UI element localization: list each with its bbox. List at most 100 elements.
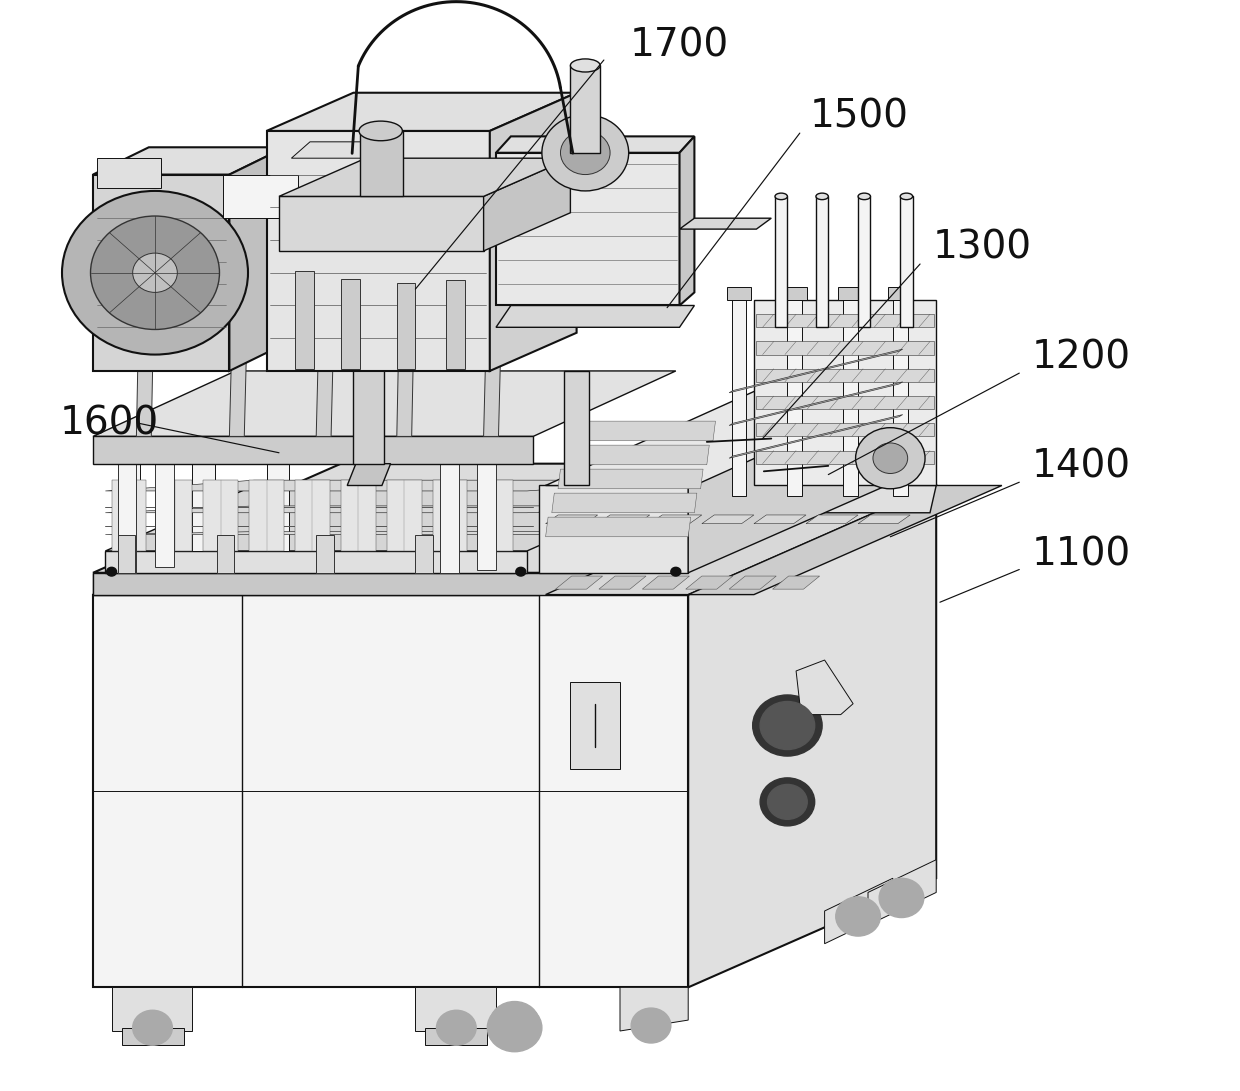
Polygon shape — [546, 485, 936, 595]
Polygon shape — [754, 515, 806, 524]
Circle shape — [487, 1004, 542, 1052]
Polygon shape — [316, 307, 334, 436]
Ellipse shape — [900, 193, 913, 200]
Text: 1700: 1700 — [630, 27, 729, 64]
Polygon shape — [496, 136, 694, 153]
Circle shape — [760, 702, 815, 750]
Polygon shape — [267, 464, 289, 551]
Polygon shape — [858, 515, 910, 524]
Polygon shape — [868, 860, 936, 925]
Polygon shape — [782, 287, 807, 300]
Polygon shape — [680, 218, 771, 229]
Polygon shape — [900, 196, 913, 327]
Polygon shape — [838, 287, 863, 300]
Polygon shape — [727, 287, 751, 300]
Polygon shape — [680, 136, 694, 305]
Polygon shape — [105, 485, 676, 551]
Polygon shape — [756, 423, 934, 436]
Polygon shape — [787, 300, 802, 496]
Polygon shape — [295, 480, 330, 551]
Polygon shape — [688, 376, 936, 573]
Polygon shape — [843, 300, 858, 496]
Circle shape — [542, 115, 629, 191]
Polygon shape — [279, 196, 484, 251]
Circle shape — [873, 443, 908, 473]
Polygon shape — [446, 284, 465, 369]
Polygon shape — [155, 425, 174, 567]
Polygon shape — [387, 480, 422, 551]
Circle shape — [436, 1010, 476, 1045]
Circle shape — [490, 1002, 539, 1045]
Polygon shape — [249, 480, 284, 551]
Polygon shape — [136, 336, 154, 436]
Polygon shape — [267, 131, 490, 371]
Polygon shape — [858, 196, 870, 327]
Polygon shape — [642, 576, 689, 589]
Polygon shape — [570, 421, 715, 441]
Polygon shape — [279, 158, 570, 196]
Polygon shape — [756, 396, 934, 409]
Polygon shape — [415, 535, 433, 573]
Circle shape — [856, 428, 925, 489]
Circle shape — [836, 897, 880, 936]
Text: 1400: 1400 — [1032, 448, 1131, 485]
Polygon shape — [732, 300, 746, 496]
Polygon shape — [93, 573, 539, 595]
Circle shape — [760, 778, 815, 826]
Polygon shape — [93, 175, 229, 371]
Polygon shape — [440, 431, 459, 573]
Text: 1500: 1500 — [810, 98, 909, 135]
Polygon shape — [229, 337, 247, 436]
Polygon shape — [484, 158, 570, 251]
Polygon shape — [539, 485, 688, 573]
Polygon shape — [285, 131, 515, 158]
Polygon shape — [217, 535, 234, 573]
Ellipse shape — [816, 193, 828, 200]
Circle shape — [62, 191, 248, 355]
Polygon shape — [754, 300, 936, 485]
Circle shape — [160, 577, 175, 590]
Text: 1100: 1100 — [1032, 536, 1131, 573]
Polygon shape — [477, 428, 496, 570]
Polygon shape — [546, 515, 598, 524]
Circle shape — [560, 131, 610, 175]
Circle shape — [631, 1008, 671, 1043]
Polygon shape — [620, 987, 688, 1031]
Polygon shape — [650, 515, 702, 524]
Polygon shape — [353, 284, 384, 464]
Text: 1300: 1300 — [932, 229, 1032, 266]
Polygon shape — [118, 464, 140, 551]
Polygon shape — [756, 451, 934, 464]
Polygon shape — [397, 321, 414, 436]
Polygon shape — [291, 142, 384, 158]
Polygon shape — [729, 382, 903, 425]
Polygon shape — [316, 535, 334, 573]
Circle shape — [123, 577, 138, 590]
Circle shape — [133, 1010, 172, 1045]
Polygon shape — [825, 878, 893, 944]
Polygon shape — [415, 987, 496, 1031]
Polygon shape — [93, 371, 676, 436]
Polygon shape — [118, 535, 135, 573]
Ellipse shape — [570, 59, 600, 72]
Polygon shape — [556, 576, 603, 589]
Polygon shape — [267, 93, 577, 131]
Polygon shape — [599, 576, 646, 589]
Polygon shape — [552, 493, 697, 513]
Polygon shape — [157, 480, 192, 551]
Polygon shape — [93, 436, 533, 464]
Polygon shape — [229, 147, 285, 371]
Polygon shape — [686, 576, 733, 589]
Polygon shape — [360, 131, 403, 196]
Circle shape — [753, 695, 822, 756]
Polygon shape — [425, 1028, 487, 1045]
Polygon shape — [479, 480, 513, 551]
Polygon shape — [564, 371, 589, 485]
Polygon shape — [93, 147, 285, 175]
Polygon shape — [341, 238, 360, 369]
Polygon shape — [97, 158, 161, 188]
Polygon shape — [112, 480, 146, 551]
Circle shape — [133, 253, 177, 292]
Polygon shape — [539, 485, 936, 513]
Text: 1200: 1200 — [1032, 339, 1131, 376]
